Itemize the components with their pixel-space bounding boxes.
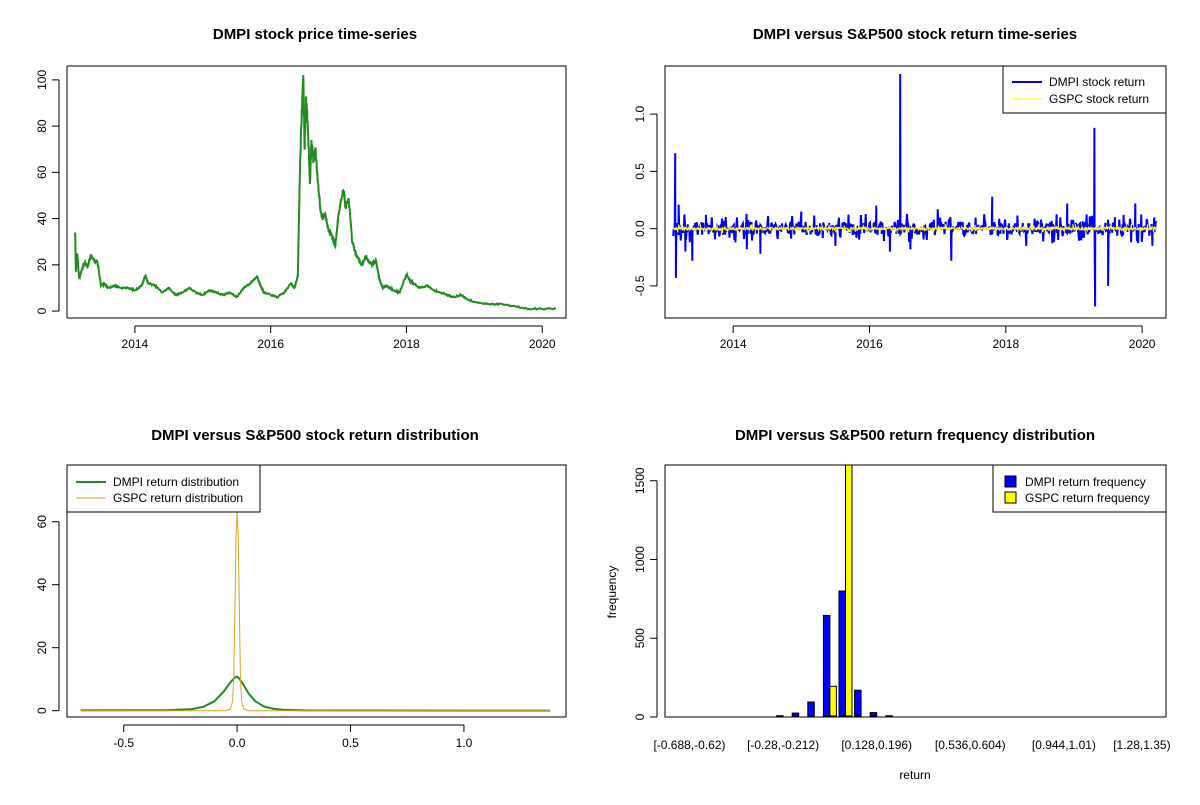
density-y-tick-label: 60 (35, 515, 49, 529)
frequency-legend-label-gspc: GSPC return frequency (1025, 491, 1150, 505)
frequency-x-axis-label: return (899, 768, 930, 782)
returns-legend: DMPI stock return GSPC stock return (1003, 66, 1166, 113)
price-chart-title: DMPI stock price time-series (213, 26, 417, 43)
returns-legend-label-dmpi: DMPI stock return (1049, 75, 1145, 89)
price-series-line (75, 75, 556, 309)
frequency-x-tick-label: [-0.28,-0.212) (747, 738, 819, 752)
frequency-x-tick-label: [0.536,0.604) (935, 738, 1006, 752)
returns-y-tick-label: 0.0 (633, 220, 647, 237)
frequency-gspc-bar (830, 686, 837, 716)
density-x-tick-label: -0.5 (113, 736, 134, 750)
price-x-tick-label: 2020 (529, 337, 556, 351)
density-gspc-line (81, 512, 550, 710)
density-y-tick-label: 0 (35, 707, 49, 714)
density-dmpi-line (81, 677, 550, 711)
frequency-chart: DMPI versus S&P500 return frequency dist… (605, 427, 1171, 782)
returns-legend-label-gspc: GSPC stock return (1049, 92, 1149, 106)
returns-x-tick-label: 2014 (720, 337, 747, 351)
frequency-dmpi-bar (823, 615, 830, 716)
density-y-tick-label: 40 (35, 578, 49, 592)
frequency-dmpi-bar (792, 713, 799, 716)
density-y-tick-label: 20 (35, 641, 49, 655)
returns-chart-title: DMPI versus S&P500 stock return time-ser… (753, 26, 1077, 43)
price-y-tick-label: 0 (35, 307, 49, 314)
frequency-chart-title: DMPI versus S&P500 return frequency dist… (735, 427, 1095, 444)
price-plot-frame (67, 66, 566, 318)
returns-y-tick-label: -0.5 (633, 275, 647, 296)
price-x-tick-label: 2016 (257, 337, 284, 351)
price-y-tick-label: 20 (35, 258, 49, 272)
frequency-dmpi-bar (839, 591, 846, 716)
frequency-legend-swatch-dmpi (1005, 476, 1016, 487)
frequency-y-tick-label: 0 (633, 713, 647, 720)
frequency-y-tick-label: 500 (633, 628, 647, 648)
frequency-y-tick-label: 1000 (633, 546, 647, 573)
returns-x-tick-label: 2016 (856, 337, 883, 351)
price-y-tick-label: 80 (35, 119, 49, 133)
frequency-gspc-bar (846, 465, 853, 716)
frequency-y-tick-label: 1500 (633, 467, 647, 494)
frequency-legend-label-dmpi: DMPI return frequency (1025, 475, 1146, 489)
density-legend-label-dmpi: DMPI return distribution (113, 475, 239, 489)
returns-y-tick-label: 1.0 (633, 105, 647, 122)
density-chart: DMPI versus S&P500 stock return distribu… (35, 427, 566, 750)
price-y-tick-label: 60 (35, 165, 49, 179)
density-x-tick-label: 1.0 (456, 736, 473, 750)
frequency-x-tick-label: [1.28,1.35) (1113, 738, 1170, 752)
returns-y-tick-label: 0.5 (633, 163, 647, 180)
frequency-x-tick-label: [0.128,0.196) (841, 738, 912, 752)
density-x-tick-label: 0.5 (342, 736, 359, 750)
frequency-x-tick-label: [0.944,1.01) (1032, 738, 1096, 752)
price-x-tick-label: 2014 (122, 337, 149, 351)
frequency-dmpi-bar (808, 702, 815, 716)
price-y-tick-label: 100 (35, 70, 49, 90)
density-legend-label-gspc: GSPC return distribution (113, 491, 243, 505)
price-x-tick-label: 2018 (393, 337, 420, 351)
density-x-tick-label: 0.0 (229, 736, 246, 750)
price-y-tick-label: 40 (35, 212, 49, 226)
frequency-x-tick-label: [-0.688,-0.62) (653, 738, 725, 752)
returns-x-tick-label: 2018 (992, 337, 1019, 351)
frequency-dmpi-bar (855, 690, 862, 716)
frequency-legend: DMPI return frequency GSPC return freque… (993, 465, 1166, 512)
returns-x-tick-label: 2020 (1129, 337, 1156, 351)
density-chart-title: DMPI versus S&P500 stock return distribu… (151, 427, 479, 444)
density-legend: DMPI return distribution GSPC return dis… (67, 465, 260, 512)
frequency-dmpi-bar (870, 713, 877, 716)
returns-chart: DMPI versus S&P500 stock return time-ser… (633, 26, 1166, 351)
frequency-legend-swatch-gspc (1005, 492, 1016, 503)
frequency-y-axis-label: frequency (605, 566, 619, 619)
